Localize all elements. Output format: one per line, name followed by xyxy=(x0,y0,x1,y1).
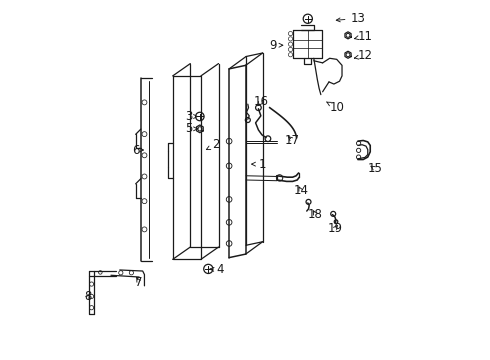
Text: 3: 3 xyxy=(185,110,198,123)
Text: 5: 5 xyxy=(185,122,198,135)
Text: 8: 8 xyxy=(84,290,92,303)
Text: 19: 19 xyxy=(327,222,343,235)
Text: 16: 16 xyxy=(253,95,269,108)
Text: 11: 11 xyxy=(354,30,372,42)
Text: 12: 12 xyxy=(354,49,372,62)
Text: 17: 17 xyxy=(285,134,300,147)
Text: 2: 2 xyxy=(206,138,220,151)
Text: 1: 1 xyxy=(251,158,266,171)
Text: 10: 10 xyxy=(326,101,344,114)
Text: 4: 4 xyxy=(210,264,224,276)
Text: 6: 6 xyxy=(132,144,144,157)
Text: 7: 7 xyxy=(135,276,143,289)
Text: 13: 13 xyxy=(336,12,366,25)
Text: 15: 15 xyxy=(368,162,382,175)
Text: 14: 14 xyxy=(293,184,308,197)
Text: 18: 18 xyxy=(308,208,323,221)
Text: 9: 9 xyxy=(269,39,283,52)
